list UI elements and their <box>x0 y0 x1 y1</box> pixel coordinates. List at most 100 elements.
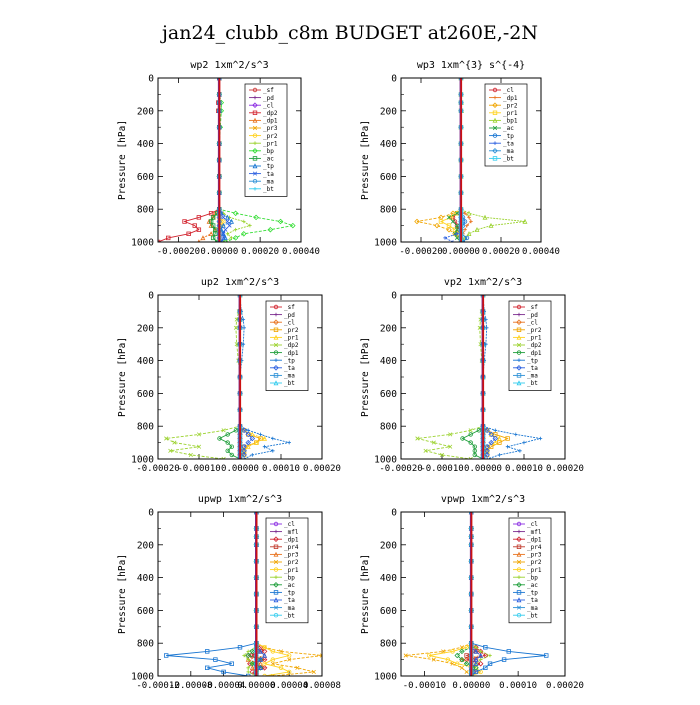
series-point <box>487 661 493 666</box>
x-tick-label: 0.00010 <box>505 464 543 474</box>
x-tick-label: -0.00020 <box>399 247 442 257</box>
legend-label: _pr2 <box>527 559 542 566</box>
series-point <box>163 653 169 658</box>
legend: _sf_pd_cl_pr2_pr1_dp2_dp1_tp_ta_ma_bt <box>508 300 552 391</box>
legend-marker <box>516 582 522 588</box>
y-tick-label: 0 <box>391 74 397 85</box>
series-line-dp2 <box>158 78 220 242</box>
plot-frame <box>157 511 323 677</box>
y-tick-label: 200 <box>137 106 154 117</box>
series-lines <box>414 78 528 242</box>
legend-label: _bt <box>263 186 274 193</box>
legend-label: _tp <box>263 163 274 170</box>
series-point <box>262 444 267 449</box>
legend-marker <box>516 605 522 610</box>
legend-marker <box>252 163 258 169</box>
series-point <box>196 432 202 437</box>
legend-label: _pr1 <box>284 335 299 342</box>
series-point <box>225 432 230 437</box>
x-tick-label: -0.00004 <box>202 681 245 691</box>
series-point <box>522 218 528 224</box>
legend-label: _pd <box>284 312 295 319</box>
series-point <box>196 215 202 220</box>
legend-label: _pr3 <box>527 552 542 559</box>
series-point <box>217 436 222 441</box>
legend: _sf_pd_cl_dp2_dp1_pr3_pr2_pr1_bp_ac_tp_t… <box>244 83 288 197</box>
series-point <box>451 240 455 242</box>
x-tick-label: 0.00020 <box>241 247 279 257</box>
series-point <box>469 219 473 224</box>
legend-label: _dp2 <box>527 342 542 349</box>
legend-label: _ta <box>284 365 295 372</box>
legend-marker <box>273 365 279 371</box>
series-point <box>267 226 274 233</box>
series-point <box>233 227 238 232</box>
series-point <box>196 444 202 449</box>
series-point <box>248 223 252 228</box>
series-point <box>478 657 483 662</box>
series-point <box>488 431 494 438</box>
series-lines <box>158 78 296 242</box>
series-point <box>454 211 460 216</box>
series-point <box>232 235 239 241</box>
legend-label: _tp <box>527 590 538 597</box>
series-lines <box>415 295 543 459</box>
series-point <box>246 666 250 670</box>
x-tick-label: 0.00000 <box>200 247 238 257</box>
legend-marker <box>273 590 279 595</box>
series-point <box>485 457 489 459</box>
y-tick-label: 600 <box>137 389 154 400</box>
series-point <box>468 456 473 459</box>
legend-marker <box>273 582 279 588</box>
series-point <box>484 452 490 458</box>
series-point <box>483 645 488 650</box>
legend-marker <box>273 544 279 549</box>
series-point <box>182 219 187 224</box>
series-point <box>446 215 452 220</box>
series-point <box>488 439 494 446</box>
series-point <box>258 656 263 662</box>
legend: _sf_pd_cl_pr2_pr1_dp2_dp1_tp_ta_ma_bt <box>265 300 309 391</box>
legend-label: _mfl <box>527 529 542 536</box>
y-tick-label: 1000 <box>131 455 154 466</box>
legend-marker <box>492 110 498 115</box>
legend-marker <box>516 350 522 355</box>
legend-label: _cl <box>284 521 295 528</box>
legend-label: _ac <box>527 582 538 589</box>
series-lines <box>163 512 322 676</box>
series-point <box>233 428 239 433</box>
series-point <box>221 428 226 433</box>
legend-label: _cl <box>527 521 538 528</box>
legend-marker <box>516 567 522 572</box>
series-point <box>426 653 432 658</box>
series-point <box>496 435 502 441</box>
legend-marker <box>516 551 522 557</box>
series-point <box>448 444 453 449</box>
legend-label: _pr4 <box>527 544 542 551</box>
legend-marker <box>516 613 522 618</box>
series-point <box>241 231 247 237</box>
y-tick-label: 400 <box>380 573 397 584</box>
panel-title: upwp 1xm^2/s^3 <box>198 494 282 505</box>
series-point <box>271 449 275 453</box>
series-point <box>466 231 472 236</box>
legend-label: _ta <box>527 597 538 604</box>
legend-marker <box>273 559 279 565</box>
x-tick-label: -0.00020 <box>157 247 200 257</box>
series-point <box>188 452 193 457</box>
x-tick-label: 0.00020 <box>303 464 341 474</box>
series-point <box>225 448 230 453</box>
plot-frame <box>157 77 302 243</box>
legend-label: _pr2 <box>503 102 518 109</box>
legend-label: _pr1 <box>263 140 278 147</box>
series-point <box>242 653 246 658</box>
legend-marker <box>516 304 522 310</box>
series-point <box>446 226 452 233</box>
legend-marker <box>274 575 278 579</box>
legend-marker <box>516 334 522 340</box>
legend-label: _tp <box>284 590 295 597</box>
series-point <box>242 326 246 330</box>
series-point <box>221 456 226 459</box>
y-axis-label: Pressure [hPa] <box>360 337 371 417</box>
series-point <box>241 427 247 434</box>
